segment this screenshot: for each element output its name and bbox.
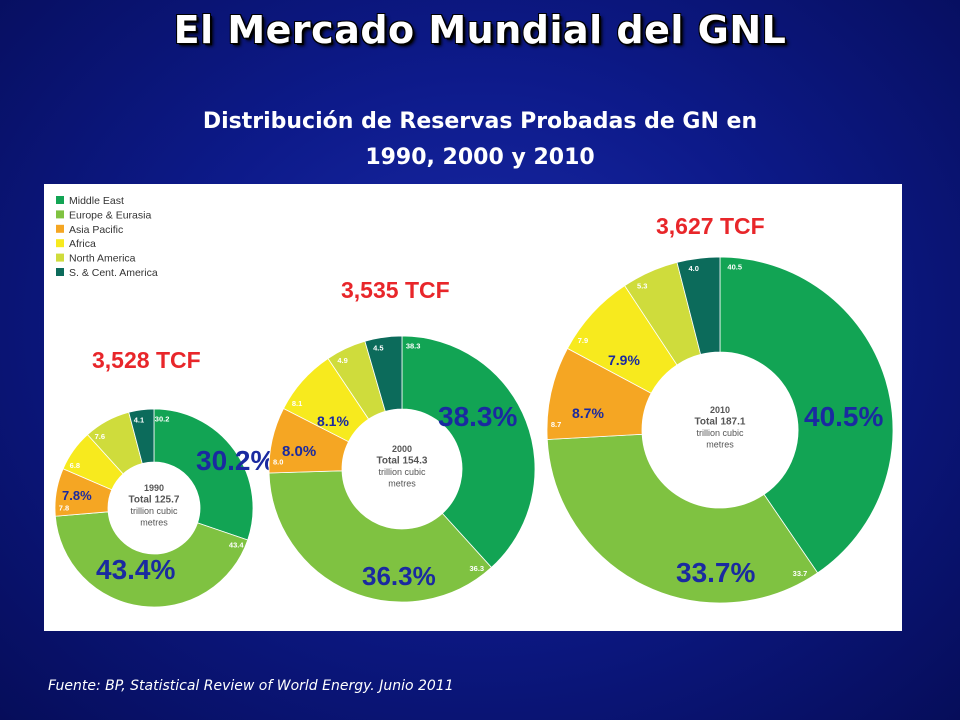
donut-hole <box>108 462 200 554</box>
donut-hole <box>342 409 462 529</box>
donut-center-text: metres <box>140 518 168 528</box>
legend-swatch <box>56 210 64 219</box>
percent-callout: 7.8% <box>62 488 92 503</box>
donut-center-text: trillion cubic <box>378 467 426 477</box>
slice-value-label: 4.0 <box>688 264 698 273</box>
percent-callout: 30.2% <box>196 445 275 476</box>
donut-center-text: trillion cubic <box>130 506 178 516</box>
page-title: El Mercado Mundial del GNL <box>173 8 787 52</box>
total-tcf-label: 3,535 TCF <box>341 277 450 303</box>
legend-swatch <box>56 253 64 262</box>
donut-hole <box>642 352 798 508</box>
slice-value-label: 7.6 <box>95 432 105 441</box>
donut-center-text: Total 125.7 <box>129 495 180 506</box>
slice-value-label: 6.8 <box>70 461 80 470</box>
slice-value-label: 4.1 <box>134 415 144 424</box>
legend-label: Africa <box>69 238 96 250</box>
subtitle-line-1: Distribución de Reservas Probadas de GN … <box>202 109 758 134</box>
slice-value-label: 36.3 <box>469 564 484 573</box>
slice-value-label: 33.7 <box>793 569 808 578</box>
slice-value-label: 7.9 <box>578 336 588 345</box>
slice-value-label: 40.5 <box>727 263 742 272</box>
legend-label: Middle East <box>69 195 124 207</box>
legend-label: Asia Pacific <box>69 224 123 236</box>
slice-value-label: 8.1 <box>292 399 302 408</box>
legend-swatch <box>56 239 64 248</box>
total-tcf-label: 3,528 TCF <box>92 347 201 373</box>
legend-label: S. & Cent. America <box>69 267 158 279</box>
percent-callout: 8.1% <box>317 413 349 429</box>
slice-value-label: 4.5 <box>373 343 383 352</box>
slice-value-label: 38.3 <box>406 342 421 351</box>
legend-swatch <box>56 268 64 276</box>
percent-callout: 36.3% <box>362 561 436 591</box>
legend-label: Europe & Eurasia <box>69 209 151 221</box>
donut-center-text: Total 154.3 <box>377 456 428 467</box>
percent-callout: 43.4% <box>96 554 175 585</box>
chart-subtitle: Distribución de Reservas Probadas de GN … <box>150 104 810 176</box>
slice-value-label: 4.9 <box>337 356 347 365</box>
source-note: Fuente: BP, Statistical Review of World … <box>48 678 454 694</box>
donut-center-text: trillion cubic <box>696 428 744 438</box>
chart-panel: Middle East Europe & Eurasia Asia Pacific A… <box>44 184 902 631</box>
percent-callout: 40.5% <box>804 401 883 432</box>
donut-center-text: 2010 <box>710 405 730 415</box>
slice-value-label: 8.7 <box>551 420 561 429</box>
slice-value-label: 30.2 <box>155 414 170 423</box>
percent-callout: 8.7% <box>572 405 604 421</box>
donut-center-text: Total 187.1 <box>695 417 746 428</box>
donut-center-text: metres <box>388 479 416 489</box>
percent-callout: 33.7% <box>676 557 755 588</box>
donut-center-text: 2000 <box>392 444 412 454</box>
donut-slice <box>268 470 493 603</box>
slice-value-label: 43.4 <box>229 541 244 550</box>
slice-value-label: 7.8 <box>59 503 69 512</box>
legend-swatch <box>56 196 64 204</box>
slice-value-label: 8.0 <box>273 458 283 467</box>
percent-callout: 7.9% <box>608 352 640 368</box>
donut-charts-svg: Middle East Europe & Eurasia Asia Pacific A… <box>54 195 894 608</box>
donut-center-text: 1990 <box>144 483 164 493</box>
donut-center-text: metres <box>706 440 734 450</box>
percent-callout: 38.3% <box>438 401 517 432</box>
slice-value-label: 5.3 <box>637 282 647 291</box>
total-tcf-label: 3,627 TCF <box>656 213 765 239</box>
subtitle-line-2: 1990, 2000 y 2010 <box>365 145 595 170</box>
legend-label: North America <box>69 253 136 265</box>
legend-swatch <box>56 224 64 233</box>
percent-callout: 8.0% <box>282 443 316 460</box>
